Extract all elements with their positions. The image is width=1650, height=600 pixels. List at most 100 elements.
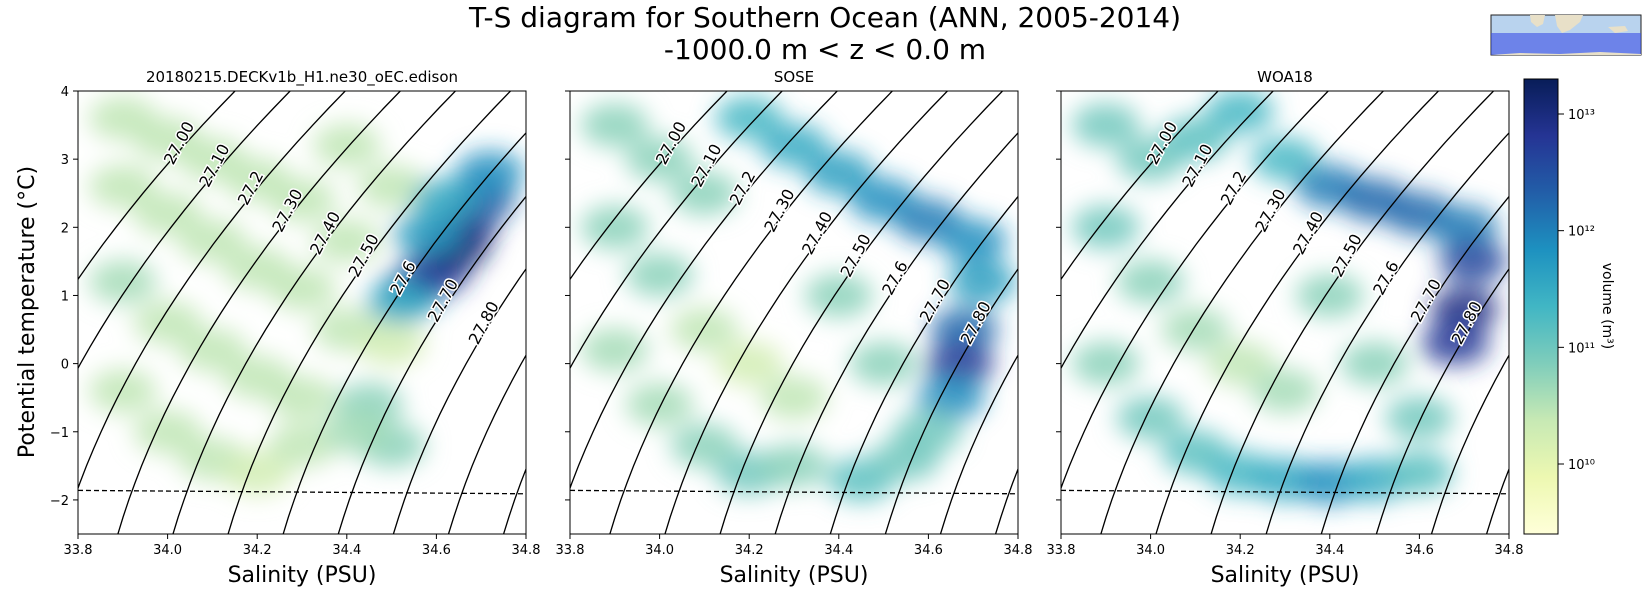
density-contour [78,91,236,281]
x-axis-ticks: 33.8 34.0 34.2 34.4 34.6 34.8 [64,534,540,558]
colorbar-label: volume (m³) [1599,263,1615,350]
contour-label: 27.50 [1328,231,1366,280]
volume-cell [133,409,202,454]
volume-cell [1385,396,1454,441]
x-axis-ticks: 33.8 34.0 34.2 34.4 34.6 34.8 [556,534,1032,558]
freezing-line [570,489,1018,495]
colorbar-tick-label: 10¹¹ [1568,341,1595,356]
y-tick-label: 3 [61,153,69,168]
y-axis-ticks [1056,90,1061,501]
density-contour [227,91,511,534]
heatmap-layer [1071,91,1508,505]
volume-cell [580,328,649,372]
density-contour [1061,91,1274,370]
contour-label: 27.2 [1217,168,1251,208]
plot-frame [569,90,1019,535]
density-contour [1061,91,1219,281]
x-tick-label: 34.4 [332,543,361,558]
volume-cell [178,328,247,372]
volume-cell [1071,103,1140,148]
density-contour [829,195,1018,534]
density-contour [570,91,783,370]
volume-cell [1071,205,1140,250]
inset-land [1530,15,1545,27]
volume-cell [1340,341,1409,386]
colorbar-ticks: 10¹⁰ 10¹¹ 10¹² 10¹³ [1558,108,1595,473]
contour-label: 27.40 [798,208,836,257]
colorbar-gradient [1523,78,1559,535]
density-contour [570,91,728,281]
volume-cell [670,171,739,216]
volume-cell [1430,205,1499,250]
x-tick-label: 34.8 [1495,543,1524,558]
colorbar-tick-label: 10¹⁰ [1568,458,1595,473]
density-contour [664,91,948,534]
density-contour [1100,91,1384,534]
density-contour [172,91,456,534]
y-tick-label: 2 [61,221,69,236]
volume-cell [178,218,247,263]
density-contour [884,267,1018,534]
y-tick-label: 0 [61,358,69,373]
x-axis-label: Salinity (PSU) [720,563,869,588]
volume-cell [1430,287,1499,332]
volume-cell [625,253,694,297]
volume-cell [670,423,739,468]
region-map-icon [1490,14,1642,56]
x-tick-label: 34.2 [243,543,272,558]
volume-cell [268,423,336,468]
volume-cell [916,375,985,420]
contour-label: 27.2 [726,168,760,208]
density-cloud [88,96,525,495]
y-axis-ticks [565,90,570,501]
volume-cell [133,300,202,345]
figure-title-line1: T-S diagram for Southern Ocean (ANN, 200… [468,1,1182,34]
panel-model: 20180215.DECKv1b_H1.ne30_oEC.edison 27.0… [15,68,540,588]
y-tick-label: −1 [50,426,69,441]
contour-label: 27.80 [465,298,503,347]
volume-cell [625,137,694,182]
volume-cell [1439,239,1508,284]
density-contour [1430,354,1509,534]
density-contour [1375,267,1509,534]
contour-label: 27.30 [760,186,798,235]
volume-cell [88,368,157,413]
density-contour [1155,91,1439,534]
y-axis-ticks: −2 −1 0 1 2 3 4 [50,85,78,509]
x-tick-label: 34.4 [824,543,853,558]
volume-cell [1116,259,1185,304]
volume-cell [760,375,828,420]
x-tick-label: 34.6 [422,543,451,558]
density-contour [1265,131,1509,534]
inset-region [1491,33,1641,55]
x-tick-label: 34.2 [1226,543,1255,558]
density-contour [337,195,526,534]
volume-cell [625,382,694,427]
volume-cell [1071,341,1140,386]
density-contours [570,91,1018,534]
heatmap-layer [88,96,525,495]
volume-cell [366,280,435,325]
volume-cell [948,259,1017,304]
volume-cell [804,150,873,195]
panel-title: SOSE [774,68,814,86]
density-contour [1061,91,1329,491]
volume-cell [580,103,649,148]
density-contour [570,91,838,491]
density-contour [1320,195,1509,534]
y-axis-label: Potential temperature (°C) [15,166,40,458]
x-tick-label: 34.4 [1315,543,1344,558]
contour-label: 27.50 [837,231,875,280]
density-contour [774,131,1018,534]
density-contour [609,91,893,534]
contour-label: 27.40 [1289,208,1327,257]
x-tick-label: 34.6 [914,543,943,558]
inset-land [1555,15,1583,33]
volume-cell [1295,273,1364,318]
y-tick-label: 1 [61,289,69,304]
density-contour [939,354,1018,534]
volume-cell [223,450,292,495]
volume-cell [1385,450,1454,495]
freezing-line [1061,489,1509,495]
